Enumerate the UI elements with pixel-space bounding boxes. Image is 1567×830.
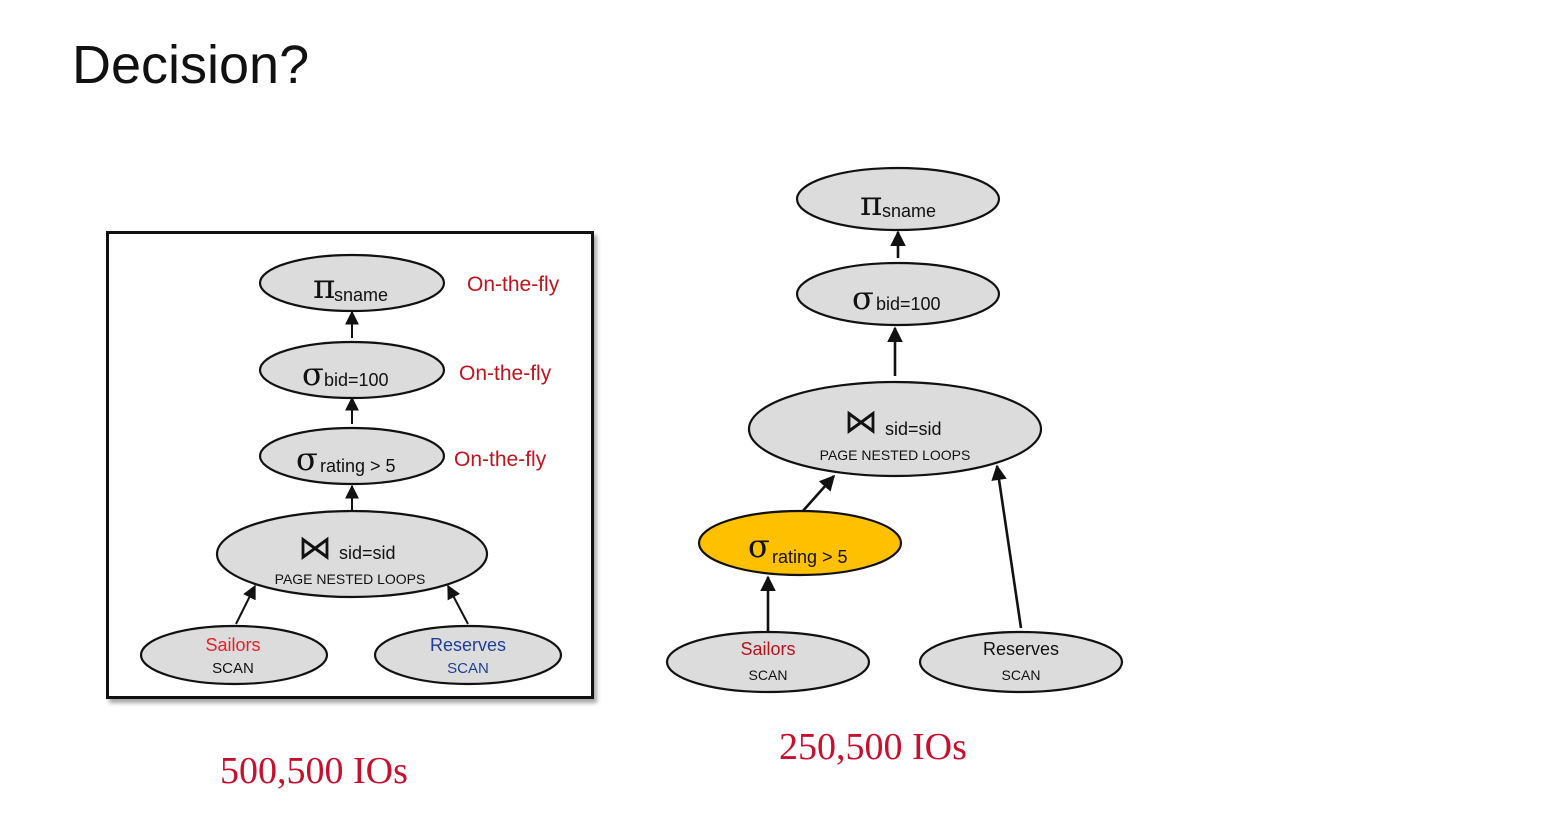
- right-project-subscript: sname: [882, 201, 936, 221]
- left-select-bid-annotation: On-the-fly: [459, 362, 552, 385]
- right-reserves-access: SCAN: [1002, 667, 1041, 683]
- right-sailors-node: Sailors SCAN: [665, 630, 871, 694]
- left-join-node: ⋈ sid=sid PAGE NESTED LOOPS: [215, 509, 489, 599]
- sigma-symbol: σ: [302, 355, 324, 393]
- left-project-node: π sname: [258, 253, 446, 313]
- right-plan: π sname σ bid=100 ⋈ sid=sid PAGE NESTED …: [665, 166, 1124, 694]
- right-edge-reserves-to-join: [991, 464, 1023, 629]
- left-plan: π sname On-the-fly σ bid=100 On-the-fly …: [139, 253, 563, 686]
- left-select-bid-node: σ bid=100: [258, 340, 446, 400]
- left-reserves-access: SCAN: [447, 660, 489, 677]
- right-reserves-node: Reserves SCAN: [918, 630, 1124, 694]
- left-select-rating-annotation: On-the-fly: [454, 448, 547, 471]
- right-select-rating-node: σ rating > 5: [697, 509, 903, 577]
- right-select-bid-node: σ bid=100: [795, 261, 1001, 327]
- left-select-bid-subscript: bid=100: [324, 370, 389, 390]
- sigma-symbol: σ: [748, 527, 770, 565]
- left-sailors-node: Sailors SCAN: [139, 624, 329, 686]
- left-edge-reserves-to-join: [447, 584, 469, 625]
- left-plan-cost: 500,500 IOs: [220, 750, 408, 792]
- right-join-subscript: sid=sid: [885, 419, 942, 439]
- pi-symbol: π: [313, 267, 335, 307]
- sigma-symbol: σ: [296, 440, 318, 478]
- left-project-subscript: sname: [334, 285, 388, 305]
- right-plan-cost: 250,500 IOs: [779, 726, 967, 768]
- right-sailors-label: Sailors: [740, 639, 795, 659]
- right-project-node: π sname: [795, 166, 1001, 232]
- bowtie-join-icon: ⋈: [298, 528, 332, 568]
- right-join-node: ⋈ sid=sid PAGE NESTED LOOPS: [747, 380, 1043, 478]
- right-select-rating-subscript: rating > 5: [772, 547, 848, 567]
- left-sailors-label: Sailors: [205, 635, 260, 655]
- right-edge-select-rating-to-join: [801, 474, 836, 513]
- right-reserves-label: Reserves: [983, 639, 1059, 659]
- left-join-method: PAGE NESTED LOOPS: [275, 571, 426, 587]
- sigma-symbol: σ: [852, 279, 874, 317]
- left-reserves-label: Reserves: [430, 635, 506, 655]
- left-sailors-access: SCAN: [212, 660, 254, 677]
- left-edge-sailors-to-join: [235, 584, 256, 625]
- right-select-bid-subscript: bid=100: [876, 294, 941, 314]
- right-sailors-access: SCAN: [749, 667, 788, 683]
- left-reserves-node: Reserves SCAN: [373, 624, 563, 686]
- right-join-method: PAGE NESTED LOOPS: [820, 447, 971, 463]
- pi-symbol: π: [860, 184, 882, 224]
- left-select-rating-node: σ rating > 5: [258, 426, 446, 486]
- slide-title: Decision?: [72, 35, 310, 95]
- bowtie-join-icon: ⋈: [844, 402, 878, 442]
- left-select-rating-subscript: rating > 5: [320, 456, 396, 476]
- left-project-annotation: On-the-fly: [467, 273, 560, 296]
- left-join-subscript: sid=sid: [339, 543, 396, 563]
